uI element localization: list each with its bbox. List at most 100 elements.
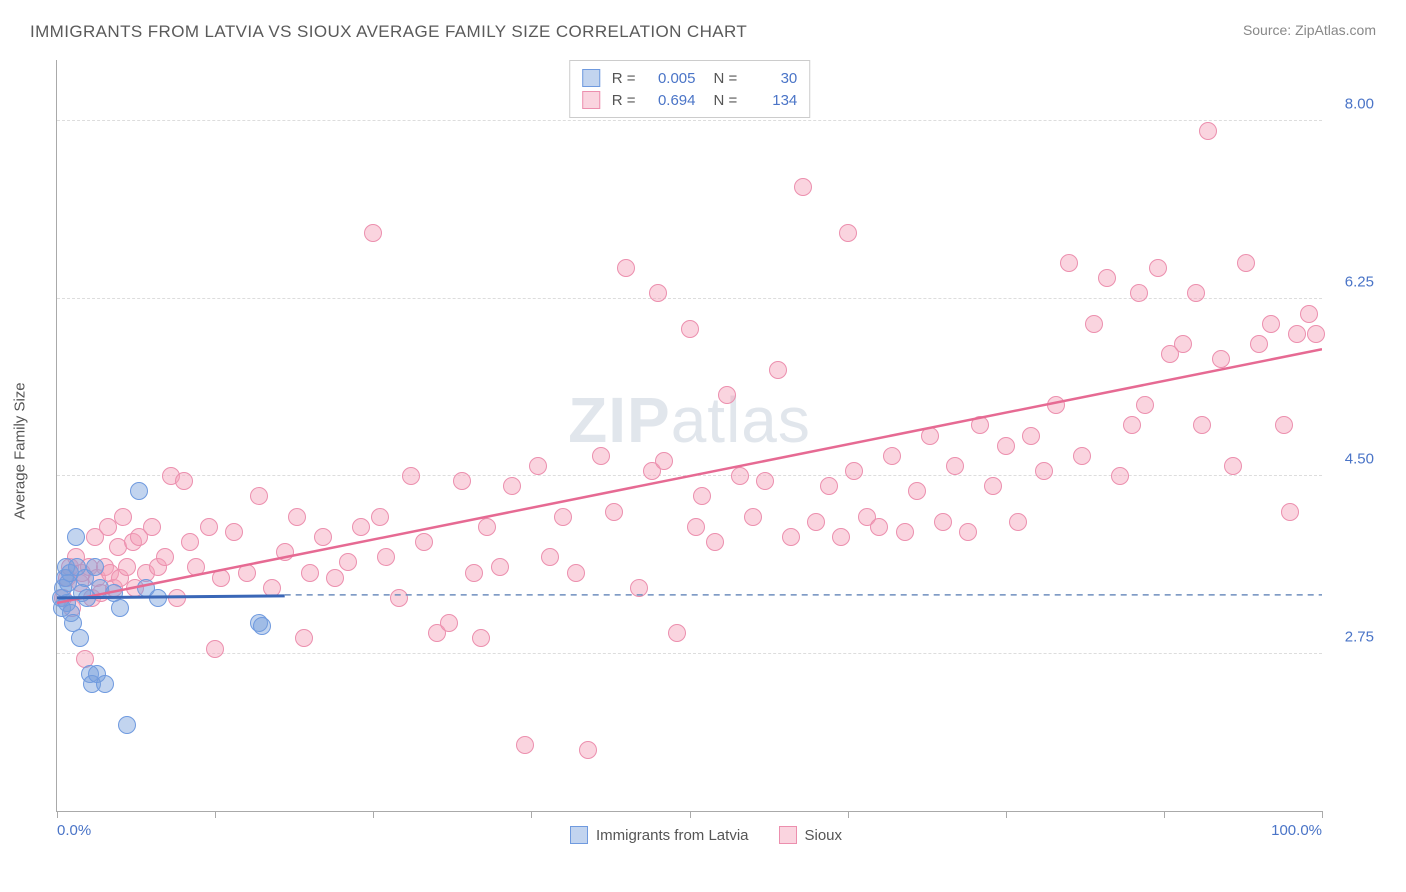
legend-item-pink: Sioux: [779, 826, 843, 844]
source-attribution: Source: ZipAtlas.com: [1243, 22, 1376, 38]
y-axis-label: Average Family Size: [12, 382, 29, 519]
correlation-legend: R = 0.005 N = 30 R = 0.694 N = 134: [569, 60, 811, 118]
scatter-point-pink: [225, 523, 243, 541]
scatter-point-pink: [295, 629, 313, 647]
scatter-point-pink: [1085, 315, 1103, 333]
scatter-point-pink: [1212, 350, 1230, 368]
scatter-point-blue: [86, 558, 104, 576]
scatter-point-pink: [1111, 467, 1129, 485]
scatter-point-pink: [352, 518, 370, 536]
scatter-point-pink: [263, 579, 281, 597]
scatter-point-pink: [301, 564, 319, 582]
scatter-point-pink: [1187, 284, 1205, 302]
swatch-icon: [570, 826, 588, 844]
scatter-point-pink: [997, 437, 1015, 455]
grid-line: [57, 120, 1322, 121]
scatter-point-pink: [1149, 259, 1167, 277]
legend-row-blue: R = 0.005 N = 30: [582, 67, 798, 89]
scatter-point-blue: [118, 716, 136, 734]
scatter-point-pink: [472, 629, 490, 647]
scatter-point-pink: [756, 472, 774, 490]
scatter-point-pink: [326, 569, 344, 587]
x-tick: [1164, 811, 1165, 818]
scatter-point-pink: [934, 513, 952, 531]
scatter-point-pink: [845, 462, 863, 480]
scatter-point-pink: [554, 508, 572, 526]
scatter-point-pink: [339, 553, 357, 571]
legend-item-blue: Immigrants from Latvia: [570, 826, 749, 844]
scatter-point-pink: [200, 518, 218, 536]
scatter-point-pink: [870, 518, 888, 536]
y-tick-label: 8.00: [1345, 95, 1374, 112]
scatter-point-pink: [114, 508, 132, 526]
scatter-point-pink: [212, 569, 230, 587]
scatter-point-pink: [314, 528, 332, 546]
scatter-point-pink: [807, 513, 825, 531]
scatter-point-pink: [288, 508, 306, 526]
scatter-point-pink: [984, 477, 1002, 495]
scatter-point-pink: [668, 624, 686, 642]
scatter-point-pink: [946, 457, 964, 475]
grid-line: [57, 653, 1322, 654]
scatter-point-pink: [377, 548, 395, 566]
scatter-point-pink: [687, 518, 705, 536]
scatter-point-pink: [1123, 416, 1141, 434]
scatter-point-pink: [156, 548, 174, 566]
scatter-point-pink: [693, 487, 711, 505]
scatter-point-pink: [744, 508, 762, 526]
scatter-point-pink: [1022, 427, 1040, 445]
scatter-point-pink: [143, 518, 161, 536]
x-tick: [1322, 811, 1323, 818]
scatter-point-pink: [839, 224, 857, 242]
scatter-point-pink: [630, 579, 648, 597]
x-tick: [690, 811, 691, 818]
scatter-point-pink: [1047, 396, 1065, 414]
scatter-point-pink: [168, 589, 186, 607]
scatter-point-pink: [1237, 254, 1255, 272]
scatter-point-pink: [1275, 416, 1293, 434]
x-tick: [215, 811, 216, 818]
scatter-point-pink: [250, 487, 268, 505]
scatter-point-pink: [681, 320, 699, 338]
scatter-point-pink: [896, 523, 914, 541]
scatter-point-pink: [503, 477, 521, 495]
scatter-point-pink: [579, 741, 597, 759]
scatter-point-pink: [529, 457, 547, 475]
scatter-point-pink: [440, 614, 458, 632]
legend-row-pink: R = 0.694 N = 134: [582, 89, 798, 111]
scatter-point-pink: [1300, 305, 1318, 323]
scatter-point-pink: [782, 528, 800, 546]
scatter-point-pink: [516, 736, 534, 754]
scatter-point-pink: [1060, 254, 1078, 272]
scatter-point-blue: [71, 629, 89, 647]
scatter-point-pink: [794, 178, 812, 196]
scatter-point-pink: [605, 503, 623, 521]
scatter-point-pink: [1307, 325, 1325, 343]
scatter-point-pink: [655, 452, 673, 470]
y-tick-label: 4.50: [1345, 451, 1374, 468]
scatter-point-pink: [1136, 396, 1154, 414]
scatter-point-blue: [96, 675, 114, 693]
x-tick: [57, 811, 58, 818]
chart-area: Average Family Size R = 0.005 N = 30 R =…: [30, 50, 1382, 852]
scatter-point-pink: [883, 447, 901, 465]
scatter-point-pink: [175, 472, 193, 490]
scatter-point-pink: [390, 589, 408, 607]
scatter-point-pink: [541, 548, 559, 566]
scatter-point-pink: [718, 386, 736, 404]
scatter-point-pink: [1035, 462, 1053, 480]
scatter-point-pink: [206, 640, 224, 658]
y-tick-label: 6.25: [1345, 273, 1374, 290]
scatter-point-pink: [187, 558, 205, 576]
x-tick: [531, 811, 532, 818]
plot-region: R = 0.005 N = 30 R = 0.694 N = 134 ZIPat…: [56, 60, 1322, 812]
header: IMMIGRANTS FROM LATVIA VS SIOUX AVERAGE …: [0, 0, 1406, 42]
swatch-icon: [582, 69, 600, 87]
scatter-point-pink: [453, 472, 471, 490]
chart-title: IMMIGRANTS FROM LATVIA VS SIOUX AVERAGE …: [30, 22, 747, 42]
trend-lines: [57, 60, 1322, 811]
scatter-point-pink: [959, 523, 977, 541]
scatter-point-pink: [1262, 315, 1280, 333]
scatter-point-pink: [832, 528, 850, 546]
scatter-point-pink: [1174, 335, 1192, 353]
